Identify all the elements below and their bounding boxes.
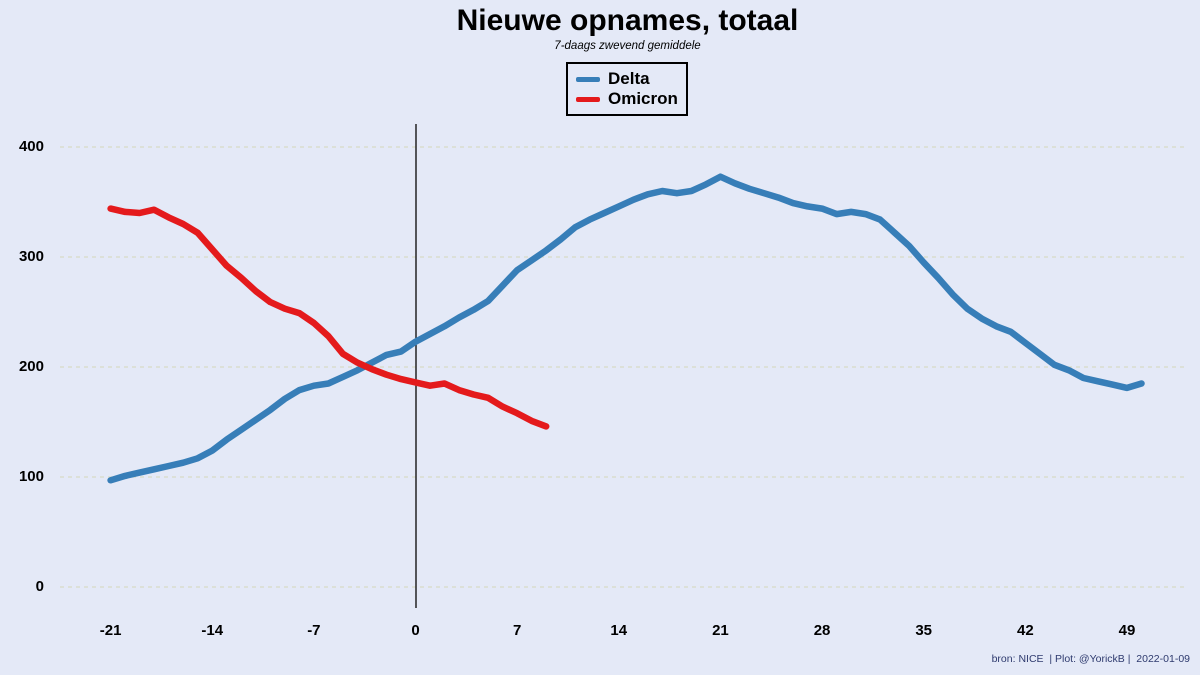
- x-tick-label-28: 28: [813, 622, 831, 639]
- delta-line: [107, 173, 1145, 484]
- delta-line-swatch: [576, 76, 600, 82]
- legend-label-delta: Delta: [608, 69, 650, 88]
- y-tick-label-100: 100: [18, 468, 44, 485]
- legend-label-omicron: Omicron: [608, 89, 678, 108]
- chart-title: Nieuwe opnames, totaal: [456, 4, 799, 37]
- legend-box: Delta Omicron: [566, 62, 688, 116]
- x-tick-label-49: 49: [1118, 622, 1136, 639]
- x-tick-label--7: -7: [307, 622, 321, 639]
- y-tick-label-200: 200: [18, 358, 44, 375]
- x-tick-label-35: 35: [915, 622, 933, 639]
- x-tick-label-21: 21: [712, 622, 729, 639]
- y-tick-label-0: 0: [35, 578, 44, 595]
- omicron-line: [107, 205, 550, 430]
- x-tick-label-14: 14: [610, 622, 628, 639]
- legend-item-delta: Delta: [576, 69, 686, 89]
- x-tick-label-7: 7: [512, 622, 522, 639]
- legend-item-omicron: Omicron: [576, 89, 686, 109]
- x-tick-label-42: 42: [1016, 622, 1034, 639]
- omicron-line-swatch: [576, 96, 600, 102]
- y-tick-label-400: 400: [18, 138, 44, 155]
- y-tick-label-300: 300: [18, 248, 44, 265]
- x-tick-label--21: -21: [99, 622, 122, 639]
- x-tick-label--14: -14: [201, 622, 224, 639]
- chart-subtitle: 7-daags zwevend gemiddele: [554, 40, 701, 52]
- attribution-text: bron: NICE | Plot: @YorickB | 2022-01-09: [991, 653, 1190, 665]
- x-tick-label-0: 0: [411, 622, 420, 639]
